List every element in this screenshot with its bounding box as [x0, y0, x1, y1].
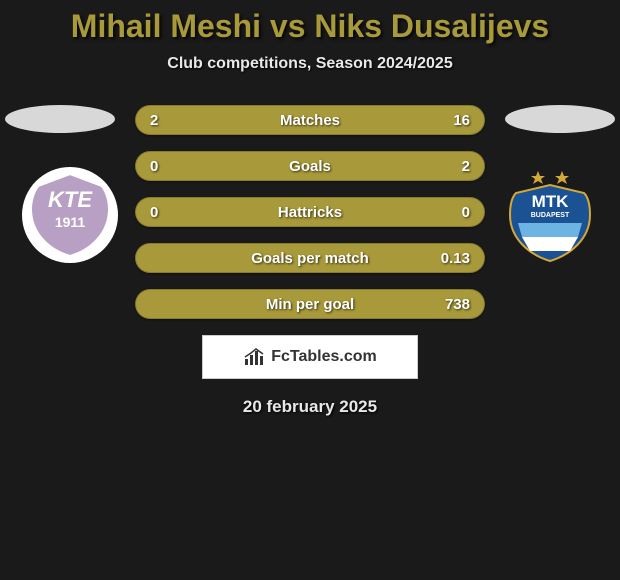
stat-row-min-per-goal: Min per goal 738: [135, 289, 485, 319]
stat-row-goals: 0 Goals 2: [135, 151, 485, 181]
player1-photo-placeholder: [5, 105, 115, 133]
fctables-text: FcTables.com: [271, 348, 377, 366]
svg-text:MTK: MTK: [532, 192, 570, 211]
comparison-title: Mihail Meshi vs Niks Dusalijevs: [0, 0, 620, 45]
stat-row-hattricks: 0 Hattricks 0: [135, 197, 485, 227]
stat-label: Matches: [136, 106, 484, 136]
kte-shield-icon: KTE 1911: [20, 165, 120, 265]
stat-right-value: 0: [462, 198, 470, 228]
team1-badge: KTE 1911: [20, 165, 120, 265]
stats-bars: 2 Matches 16 0 Goals 2 0 Hattricks 0 Goa…: [135, 105, 485, 319]
vs-text: vs: [270, 8, 306, 44]
subtitle: Club competitions, Season 2024/2025: [0, 55, 620, 73]
stat-right-value: 738: [445, 290, 470, 320]
stat-row-goals-per-match: Goals per match 0.13: [135, 243, 485, 273]
player2-name: Niks Dusalijevs: [314, 8, 549, 44]
stat-right-value: 2: [462, 152, 470, 182]
svg-text:BUDAPEST: BUDAPEST: [531, 212, 570, 219]
stat-label: Hattricks: [136, 198, 484, 228]
svg-text:KTE: KTE: [48, 187, 93, 212]
date-text: 20 february 2025: [0, 397, 620, 417]
bar-chart-icon: [243, 347, 267, 367]
stat-row-matches: 2 Matches 16: [135, 105, 485, 135]
stat-label: Min per goal: [136, 290, 484, 320]
team2-badge: MTK BUDAPEST: [500, 165, 600, 265]
stat-label: Goals per match: [136, 244, 484, 274]
player1-name: Mihail Meshi: [71, 8, 261, 44]
stat-right-value: 16: [453, 106, 470, 136]
svg-text:1911: 1911: [55, 214, 86, 230]
fctables-logo[interactable]: FcTables.com: [202, 335, 418, 379]
player2-photo-placeholder: [505, 105, 615, 133]
stat-label: Goals: [136, 152, 484, 182]
mtk-shield-icon: MTK BUDAPEST: [500, 165, 600, 265]
stat-right-value: 0.13: [441, 244, 470, 274]
main-area: KTE 1911 MTK BUDAPEST 2 Matches 16 0 Goa…: [0, 105, 620, 417]
